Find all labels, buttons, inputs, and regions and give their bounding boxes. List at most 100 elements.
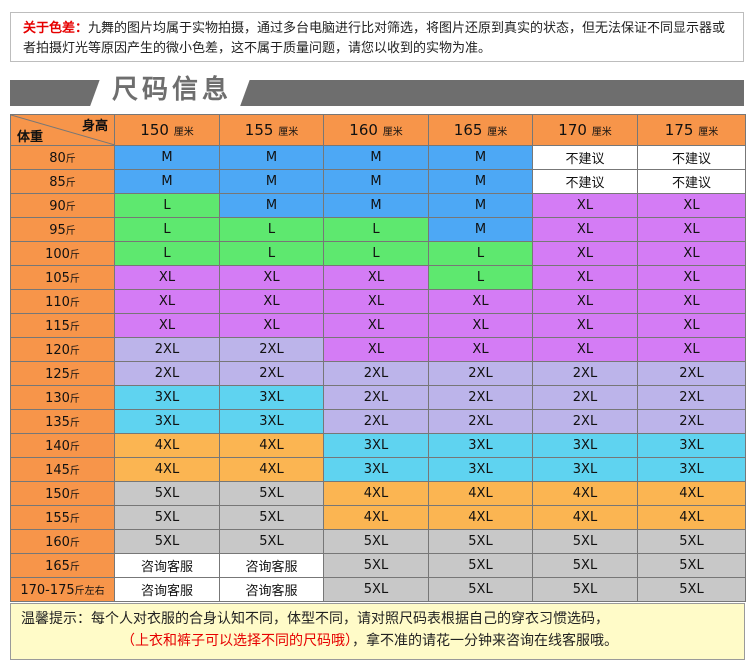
size-cell: M: [219, 169, 324, 194]
weight-cell: 100斤: [10, 241, 115, 266]
weight-cell: 80斤: [10, 145, 115, 170]
weight-unit: 斤: [65, 153, 76, 165]
weight-unit: 斤: [69, 417, 80, 429]
size-cell: XL: [637, 313, 746, 338]
size-cell: XL: [532, 313, 638, 338]
size-cell: XL: [637, 193, 746, 218]
size-cell: 2XL: [428, 361, 533, 386]
size-cell: 咨询客服: [219, 577, 324, 602]
weight-value: 165: [45, 558, 70, 574]
size-cell: XL: [532, 337, 638, 362]
height-header-165: 165 厘米: [428, 114, 533, 146]
table-row: 145斤 4XL 4XL 3XL 3XL 3XL 3XL: [10, 457, 746, 482]
weight-unit: 斤: [69, 537, 80, 549]
size-cell: L: [219, 241, 324, 266]
size-cell: XL: [428, 289, 533, 314]
table-row: 125斤 2XL 2XL 2XL 2XL 2XL 2XL: [10, 361, 746, 386]
weight-value: 90: [49, 198, 66, 214]
size-cell: XL: [219, 313, 324, 338]
size-cell: XL: [428, 337, 533, 362]
table-row: 80斤 M M M M 不建议 不建议: [10, 145, 746, 170]
table-row: 95斤 L L L M XL XL: [10, 217, 746, 242]
size-cell: 5XL: [323, 577, 429, 602]
size-cell: 2XL: [532, 385, 638, 410]
size-cell: 2XL: [637, 409, 746, 434]
size-cell: 5XL: [323, 553, 429, 578]
size-cell: 3XL: [219, 385, 324, 410]
weight-cell: 145斤: [10, 457, 115, 482]
weight-unit: 斤: [65, 201, 76, 213]
size-cell: 5XL: [532, 529, 638, 554]
weight-unit: 斤: [69, 369, 80, 381]
table-row: 90斤 L M M M XL XL: [10, 193, 746, 218]
size-cell: 3XL: [532, 457, 638, 482]
size-cell: 3XL: [428, 433, 533, 458]
size-cell: 4XL: [428, 505, 533, 530]
size-cell: XL: [323, 313, 429, 338]
section-title: 尺码信息: [112, 75, 233, 105]
weight-unit: 斤: [69, 273, 80, 285]
size-cell: 不建议: [532, 169, 638, 194]
size-cell: M: [428, 193, 533, 218]
weight-unit: 斤: [65, 177, 76, 189]
weight-unit: 斤: [69, 441, 80, 453]
weight-unit: 斤左右: [74, 585, 105, 597]
size-cell: L: [114, 241, 220, 266]
size-cell: 2XL: [219, 337, 324, 362]
weight-cell: 125斤: [10, 361, 115, 386]
size-cell: XL: [637, 265, 746, 290]
size-cell: 2XL: [532, 361, 638, 386]
size-cell: L: [323, 217, 429, 242]
weight-unit: 斤: [69, 489, 80, 501]
size-cell: 5XL: [637, 577, 746, 602]
size-cell: 5XL: [219, 505, 324, 530]
size-cell: L: [428, 265, 533, 290]
weight-cell: 170-175斤左右: [10, 577, 115, 602]
size-cell: M: [323, 193, 429, 218]
size-cell: XL: [532, 265, 638, 290]
size-cell: 4XL: [114, 433, 220, 458]
weight-unit: 斤: [69, 393, 80, 405]
weight-value: 125: [45, 366, 70, 382]
size-cell: 4XL: [219, 433, 324, 458]
size-cell: 3XL: [114, 385, 220, 410]
size-cell: 2XL: [219, 361, 324, 386]
size-cell: 3XL: [428, 457, 533, 482]
table-row: 130斤 3XL 3XL 2XL 2XL 2XL 2XL: [10, 385, 746, 410]
weight-value: 100: [45, 246, 70, 262]
size-cell: M: [114, 169, 220, 194]
corner-cell: 身高 体重: [10, 114, 115, 146]
height-header-170: 170 厘米: [532, 114, 638, 146]
size-cell: 5XL: [323, 529, 429, 554]
size-cell: 咨询客服: [114, 577, 220, 602]
size-cell: L: [428, 241, 533, 266]
weight-unit: 斤: [69, 513, 80, 525]
size-cell: XL: [219, 265, 324, 290]
table-row: 120斤 2XL 2XL XL XL XL XL: [10, 337, 746, 362]
size-cell: 2XL: [637, 361, 746, 386]
size-cell: 2XL: [323, 361, 429, 386]
weight-value: 120: [45, 342, 70, 358]
size-cell: M: [323, 169, 429, 194]
size-cell: 4XL: [323, 481, 429, 506]
size-cell: 4XL: [637, 505, 746, 530]
weight-cell: 165斤: [10, 553, 115, 578]
size-cell: 不建议: [532, 145, 638, 170]
weight-cell: 115斤: [10, 313, 115, 338]
size-cell: 2XL: [637, 385, 746, 410]
weight-unit: 斤: [69, 345, 80, 357]
size-cell: 5XL: [532, 577, 638, 602]
weight-value: 80: [49, 150, 66, 166]
size-cell: 咨询客服: [114, 553, 220, 578]
height-unit: 厘米: [487, 127, 508, 138]
size-cell: XL: [637, 289, 746, 314]
weight-value: 160: [45, 534, 70, 550]
tip-line-2-text: ，拿不准的请花一分钟来咨询在线客服哦。: [352, 633, 618, 649]
table-row: 100斤 L L L L XL XL: [10, 241, 746, 266]
size-cell: 5XL: [114, 529, 220, 554]
size-cell: 5XL: [428, 577, 533, 602]
size-cell: 2XL: [428, 385, 533, 410]
size-cell: 咨询客服: [219, 553, 324, 578]
size-cell: XL: [219, 289, 324, 314]
weight-cell: 160斤: [10, 529, 115, 554]
